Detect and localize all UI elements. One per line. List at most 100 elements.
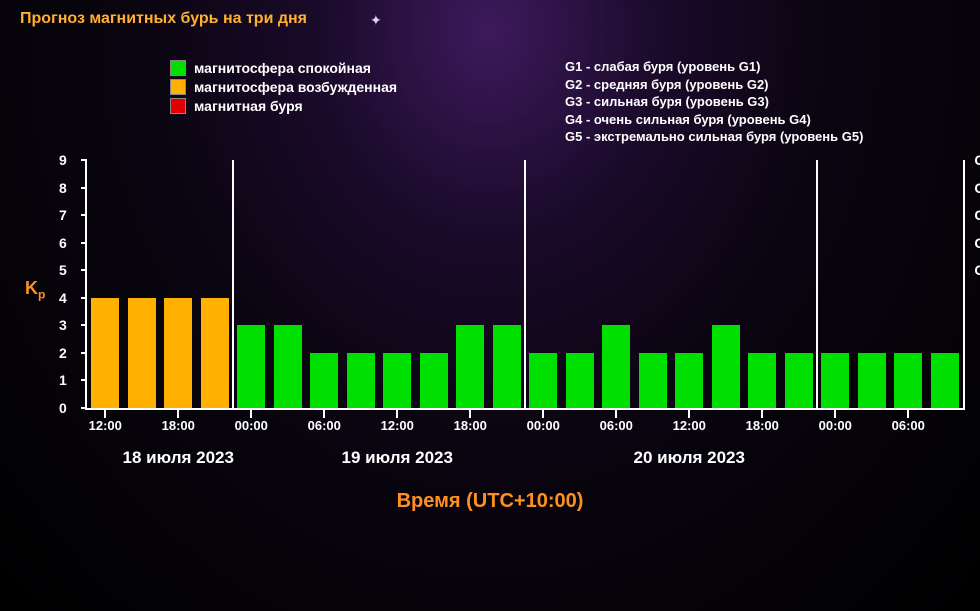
kp-bar: [420, 353, 448, 408]
kp-bar: [347, 353, 375, 408]
legend-label: магнитосфера возбужденная: [194, 79, 397, 95]
day-divider: [524, 160, 526, 408]
y-tick-mark: [81, 379, 87, 381]
y-tick-mark: [81, 324, 87, 326]
date-label: 19 июля 2023: [342, 448, 453, 468]
kp-bar: [821, 353, 849, 408]
g-level-label: G4: [974, 180, 980, 196]
x-tick-mark: [688, 410, 690, 418]
kp-bar: [748, 353, 776, 408]
y-tick-mark: [81, 407, 87, 409]
x-tick-label: 12:00: [673, 418, 706, 433]
x-tick-label: 00:00: [235, 418, 268, 433]
bar-slot: [379, 160, 416, 408]
kp-bar: [894, 353, 922, 408]
y-tick-mark: [81, 242, 87, 244]
kp-bar: [201, 298, 229, 408]
y-tick-label: 2: [59, 345, 67, 361]
kp-bar: [529, 353, 557, 408]
kp-bar: [675, 353, 703, 408]
page-title: Прогноз магнитных бурь на три дня: [20, 10, 307, 28]
kp-bar: [456, 325, 484, 408]
plot-area: 12:0018:0000:0006:0012:0018:0000:0006:00…: [85, 160, 965, 410]
x-tick-label: 06:00: [308, 418, 341, 433]
kp-bar: [310, 353, 338, 408]
legend-item: магнитосфера возбужденная: [170, 79, 397, 95]
bar-slot: [854, 160, 891, 408]
g-scale-line: G4 - очень сильная буря (уровень G4): [565, 111, 863, 129]
x-tick-mark: [834, 410, 836, 418]
bar-slot: [927, 160, 964, 408]
x-tick-mark: [104, 410, 106, 418]
y-tick-mark: [81, 269, 87, 271]
kp-bar: [91, 298, 119, 408]
y-tick-label: 9: [59, 152, 67, 168]
bar-slot: [416, 160, 453, 408]
kp-bar: [858, 353, 886, 408]
x-tick-mark: [761, 410, 763, 418]
y-tick-label: 0: [59, 400, 67, 416]
legend-label: магнитная буря: [194, 98, 303, 114]
y-tick-label: 6: [59, 235, 67, 251]
day-divider: [816, 160, 818, 408]
kp-bar: [164, 298, 192, 408]
bar-slot: [525, 160, 562, 408]
kp-bar: [237, 325, 265, 408]
kp-chart: 12:0018:0000:0006:0012:0018:0000:0006:00…: [55, 160, 940, 410]
bar-slot: [744, 160, 781, 408]
y-axis-label: Kp: [25, 278, 45, 302]
date-label: 18 июля 2023: [123, 448, 234, 468]
bar-slot: [233, 160, 270, 408]
kp-bar: [639, 353, 667, 408]
day-divider: [232, 160, 234, 408]
x-tick-mark: [469, 410, 471, 418]
x-tick-mark: [542, 410, 544, 418]
bar-slot: [452, 160, 489, 408]
y-tick-mark: [81, 214, 87, 216]
y-tick-label: 3: [59, 317, 67, 333]
g-level-label: G2: [974, 235, 980, 251]
y-tick-label: 5: [59, 262, 67, 278]
legend-swatch: [170, 60, 186, 76]
g-scale-line: G3 - сильная буря (уровень G3): [565, 93, 863, 111]
bar-slot: [890, 160, 927, 408]
legend-item: магнитная буря: [170, 98, 397, 114]
x-tick-label: 18:00: [746, 418, 779, 433]
bar-slot: [781, 160, 818, 408]
y-tick-mark: [81, 352, 87, 354]
x-tick-label: 18:00: [454, 418, 487, 433]
y-tick-label: 7: [59, 207, 67, 223]
kp-bar: [493, 325, 521, 408]
y-tick-label: 4: [59, 290, 67, 306]
x-tick-mark: [907, 410, 909, 418]
kp-bar: [566, 353, 594, 408]
bar-slot: [124, 160, 161, 408]
g-level-label: G5: [974, 152, 980, 168]
x-tick-label: 12:00: [89, 418, 122, 433]
x-tick-mark: [396, 410, 398, 418]
bar-slot: [343, 160, 380, 408]
bar-slot: [197, 160, 234, 408]
legend-left: магнитосфера спокойная магнитосфера возбу…: [170, 60, 397, 117]
kp-bar: [128, 298, 156, 408]
bar-slot: [817, 160, 854, 408]
star-icon: ✦: [370, 12, 382, 29]
bar-slot: [270, 160, 307, 408]
y-tick-label: 1: [59, 372, 67, 388]
bar-slot: [306, 160, 343, 408]
kp-bar: [274, 325, 302, 408]
bar-slot: [708, 160, 745, 408]
g-scale-line: G5 - экстремально сильная буря (уровень …: [565, 128, 863, 146]
kp-bar: [383, 353, 411, 408]
x-tick-label: 18:00: [162, 418, 195, 433]
bar-slot: [562, 160, 599, 408]
legend-label: магнитосфера спокойная: [194, 60, 371, 76]
bar-slot: [87, 160, 124, 408]
legend-item: магнитосфера спокойная: [170, 60, 397, 76]
x-tick-label: 06:00: [600, 418, 633, 433]
date-label: 20 июля 2023: [634, 448, 745, 468]
bar-slot: [635, 160, 672, 408]
kp-bar: [712, 325, 740, 408]
x-tick-label: 06:00: [892, 418, 925, 433]
x-axis-title: Время (UTC+10:00): [0, 490, 980, 513]
